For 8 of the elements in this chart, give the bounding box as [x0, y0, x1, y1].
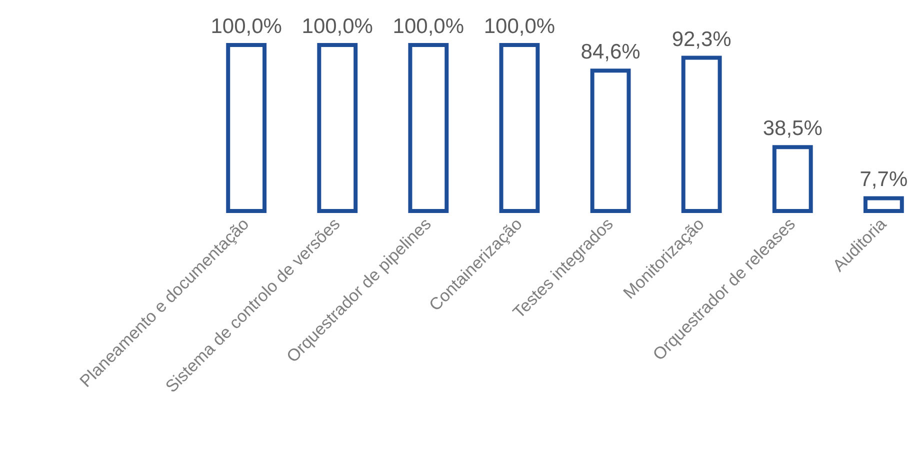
data-label: 100,0% — [302, 15, 373, 38]
data-label: 100,0% — [392, 15, 464, 38]
data-label: 38,5% — [762, 117, 822, 140]
data-label: 100,0% — [210, 15, 282, 38]
data-label: 92,3% — [672, 28, 732, 51]
data-label: 100,0% — [484, 15, 556, 38]
data-label: 7,7% — [860, 168, 908, 192]
data-label: 84,6% — [580, 40, 640, 64]
